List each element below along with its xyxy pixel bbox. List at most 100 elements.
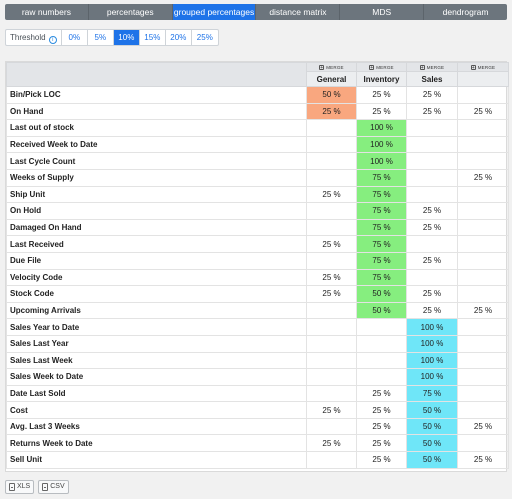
percentage-cell: 100 % [356,135,407,154]
percentage-cell: 100 % [406,351,458,370]
percentage-cell [306,417,357,436]
percentage-cell: 25 % [457,102,509,121]
percentage-cell: 25 % [406,86,458,104]
percentage-cell [457,202,509,220]
percentage-cell: 25 % [406,285,458,303]
percentage-cell [306,334,357,353]
table-row: Sales Week to Date 100 % [6,368,509,386]
threshold-label: Threshold i [6,30,62,45]
percentage-cell: 75 % [356,202,407,220]
percentage-cell: 100 % [406,318,458,336]
column-header: Inventory [356,71,407,87]
percentage-cell [306,251,357,270]
percentage-cell [457,268,509,287]
percentage-cell [306,318,357,336]
table-corner [6,62,307,87]
row-label: Date Last Sold [6,384,307,403]
threshold-option[interactable]: 15% [140,30,166,45]
tab-distance-matrix[interactable]: distance matrix [256,4,341,20]
table-row: Returns Week to Date 25 % 25 % 50 % [6,434,509,453]
percentage-cell: 25 % [406,218,458,237]
percentage-cell: 25 % [406,251,458,270]
percentage-cell: 25 % [457,417,509,436]
table-row: Sales Last Week 100 % [6,351,509,370]
threshold-option[interactable]: 20% [166,30,192,45]
threshold-option[interactable]: 25% [196,33,213,42]
row-label: On Hold [6,202,307,220]
row-label: Weeks of Supply [6,168,307,187]
file-icon [9,483,15,491]
percentage-cell [406,152,458,170]
row-label: Velocity Code [6,268,307,287]
row-label: Sales Year to Date [6,318,307,336]
table-row: Avg. Last 3 Weeks 25 % 50 % 25 % [6,417,509,436]
row-label: Stock Code [6,285,307,303]
percentage-cell: 75 % [356,185,407,204]
percentage-cell [306,218,357,237]
percentage-cell: 75 % [356,218,407,237]
percentage-cell [457,152,509,170]
percentage-cell: 25 % [356,434,407,453]
plus-icon: + [369,64,375,71]
table-row: Last out of stock 100 % [6,119,509,137]
row-label: Received Week to Date [6,135,307,154]
percentage-cell: 100 % [356,152,407,170]
merge-button[interactable]: + MERGE [357,64,406,71]
threshold-selector: Threshold i 0% 5% 10% 15% 20% 25% [5,29,219,46]
percentage-cell [457,185,509,204]
table-row: On Hold 75 % 25 % [6,202,509,220]
percentage-cell: 25 % [306,235,357,253]
tab-percentages[interactable]: percentages [89,4,173,20]
percentage-cell: 25 % [356,86,407,104]
percentage-cell: 25 % [356,384,407,403]
table-row: Last Received 25 % 75 % [6,235,509,253]
tab-raw-numbers[interactable]: raw numbers [5,4,89,20]
percentage-cell: 25 % [356,102,407,121]
percentage-cell [406,235,458,253]
threshold-option[interactable]: 10% [113,30,140,45]
percentage-cell [306,301,357,320]
merge-button[interactable]: + MERGE [458,64,508,70]
info-icon[interactable]: i [48,36,57,44]
view-tabs: raw numbers percentages grouped percentage… [5,4,507,20]
merge-label: MERGE [477,64,496,70]
merge-button[interactable]: + MERGE [307,64,356,70]
percentage-cell: 100 % [406,368,458,386]
row-label: Sales Week to Date [6,368,307,386]
percentage-cell [457,318,509,336]
tab-grouped-percentages[interactable]: grouped percentages [172,4,257,20]
merge-button[interactable]: + MERGE [407,64,457,70]
threshold-option[interactable]: 0% [62,30,88,45]
tab-dendrogram[interactable]: dendrogram [442,7,489,17]
threshold-option[interactable]: 5% [88,30,114,45]
export-csv-button[interactable]: CSV [38,480,69,494]
row-label: Due File [6,251,307,270]
percentage-cell [457,218,509,237]
percentage-cell [457,384,509,403]
row-label: Sales Last Year [6,334,307,353]
percentage-cell: 25 % [356,417,407,436]
percentage-cell [457,285,509,303]
percentage-cell [457,368,509,386]
table-row: Cost 25 % 25 % 50 % [6,401,509,419]
table-row: Sales Last Year 100 % [6,334,509,353]
merge-header-cell: + MERGE [356,62,407,72]
percentage-cell: 75 % [356,268,407,287]
percentage-cell: 75 % [356,235,407,253]
percentage-cell [457,235,509,253]
table-row: Bin/Pick LOC 50 % 25 % 25 % [6,86,509,104]
percentage-cell [406,135,458,154]
percentage-cell [457,334,509,353]
percentage-cell: 50 % [406,451,458,469]
percentage-cell [306,168,357,187]
table-row: Damaged On Hand 75 % 25 % [6,218,509,237]
export-xls-button[interactable]: XLS [5,480,35,494]
row-label: Last Received [6,235,307,253]
threshold-options: 0% 5% 10% 15% 20% 25% [62,30,218,45]
table-row: Stock Code 25 % 50 % 25 % [6,285,509,303]
column-header: Sales [406,71,458,87]
percentage-cell [356,318,407,336]
table-row: Upcoming Arrivals 50 % 25 % 25 % [6,301,509,320]
merge-header-cell: + MERGE [457,62,509,72]
tab-mds[interactable]: MDS [340,4,425,20]
